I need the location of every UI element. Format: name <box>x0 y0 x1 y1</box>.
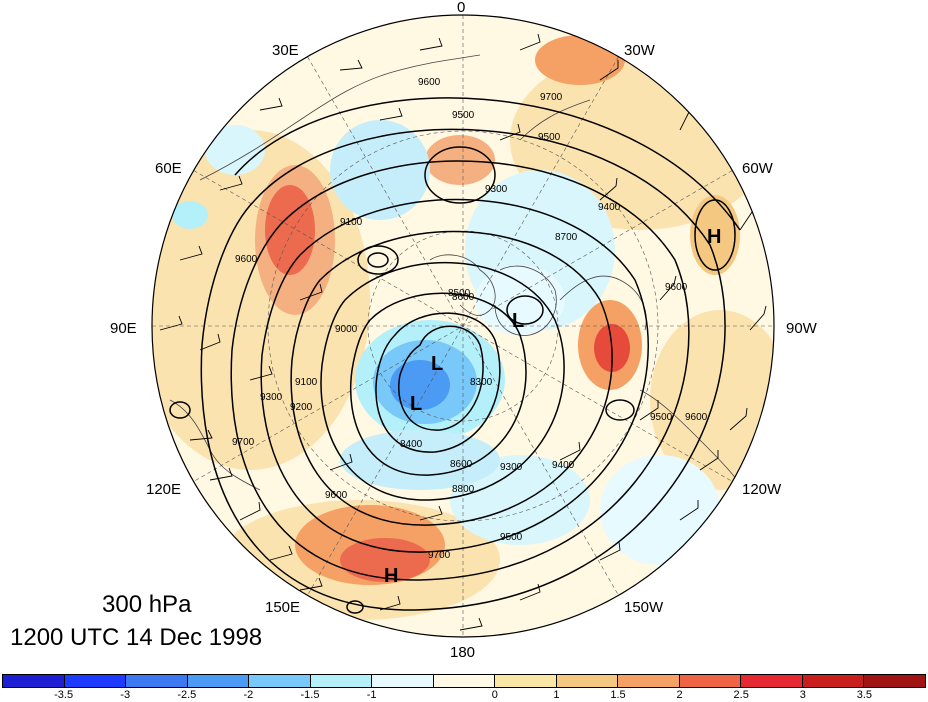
low-center-label: L <box>431 353 443 375</box>
color-scale-cell <box>310 675 373 687</box>
contour-label: 9200 <box>290 402 313 413</box>
high-center-label: H <box>707 226 721 248</box>
color-scale-tick-label: -1 <box>366 689 377 701</box>
height-contours <box>169 97 741 614</box>
color-scale-tick-label: -3 <box>120 689 131 701</box>
color-scale-tick-label: -1.5 <box>300 689 320 701</box>
valid-time-title: 1200 UTC 14 Dec 1998 <box>10 624 263 651</box>
lon-label-30w: 30W <box>624 42 655 59</box>
contour-label: 8600 <box>450 459 473 470</box>
contour-label: 9600 <box>325 490 348 501</box>
lon-label-0: 0 <box>457 0 466 16</box>
lon-label-90e: 90E <box>110 320 137 337</box>
contour-label: 9500 <box>538 132 561 143</box>
color-scale-cell <box>433 675 496 687</box>
contour-label: 9700 <box>540 92 563 103</box>
contour-label: 8800 <box>452 484 475 495</box>
contour-label: 9500 <box>500 532 523 543</box>
lon-label-150w: 150W <box>624 599 664 616</box>
lon-label-30e: 30E <box>272 42 299 59</box>
color-scale-tick-label: -2 <box>243 689 254 701</box>
contour-label: 9300 <box>485 184 508 195</box>
color-scale-cell <box>372 675 434 687</box>
color-scale-cell <box>741 675 803 687</box>
contour-label: 9700 <box>232 437 255 448</box>
color-scale-tick-label: 1.5 <box>610 689 626 701</box>
contour-label: 9700 <box>428 550 451 561</box>
contour-label: 9600 <box>685 412 708 423</box>
wind-barbs <box>159 33 767 631</box>
color-scale-tick-label: 0 <box>491 689 498 701</box>
contour-label: 8700 <box>555 232 578 243</box>
pressure-level-title: 300 hPa <box>102 591 192 618</box>
lon-label-120w: 120W <box>742 481 782 498</box>
contour-label: 9400 <box>598 202 621 213</box>
color-scale-cell <box>64 675 127 687</box>
lon-label-90w: 90W <box>786 320 817 337</box>
contour-label: 9300 <box>500 462 523 473</box>
map-border <box>151 14 775 638</box>
contour-label: 9100 <box>340 217 363 228</box>
color-scale-cell <box>495 675 557 687</box>
color-scale-cell <box>187 675 250 687</box>
color-scale-bar <box>2 674 926 688</box>
lon-label-120e: 120E <box>146 481 182 498</box>
contour-labels: 9600 9500 9500 9300 9100 9400 9700 9600 … <box>232 77 708 561</box>
color-scale-cell <box>3 675 65 687</box>
pressure-centers: H L L L H <box>384 226 721 587</box>
contour-label: 9000 <box>335 324 358 335</box>
contour-label: 8500 <box>448 288 471 299</box>
contour-label: 8300 <box>470 377 493 388</box>
contour-label: 8600 <box>452 292 475 303</box>
color-scale-cell <box>864 675 925 687</box>
high-center-label: H <box>384 565 398 587</box>
color-scale-tick-label: -2.5 <box>177 689 197 701</box>
low-center-label: L <box>512 310 524 332</box>
color-scale-cell <box>679 675 742 687</box>
contour-label: 9500 <box>452 110 475 121</box>
color-scale-cell <box>126 675 188 687</box>
lon-label-60w: 60W <box>742 160 773 177</box>
color-scale-tick-label: -3.5 <box>54 689 74 701</box>
color-scale-tick-label: 3 <box>799 689 806 701</box>
low-center-label: L <box>410 393 422 415</box>
color-scale-cell <box>802 675 865 687</box>
contour-label: 9600 <box>418 77 441 88</box>
contour-label: 9500 <box>650 412 673 423</box>
color-scale-tick-label: 2.5 <box>733 689 749 701</box>
contour-label: 9300 <box>260 392 283 403</box>
color-scale-tick-label: 1 <box>553 689 560 701</box>
color-scale-cell <box>618 675 680 687</box>
contour-label: 9400 <box>552 460 575 471</box>
lon-label-150e: 150E <box>265 599 301 616</box>
contour-label: 9100 <box>295 377 318 388</box>
color-scale-tick-label: 2 <box>676 689 683 701</box>
color-scale-cell <box>556 675 619 687</box>
color-scale-tick-label: 3.5 <box>856 689 873 701</box>
color-scale-cell <box>249 675 311 687</box>
contour-label: 9600 <box>665 282 688 293</box>
lon-label-60e: 60E <box>155 160 182 177</box>
lon-label-180: 180 <box>450 644 476 661</box>
contour-label: 8400 <box>400 439 423 450</box>
contour-label: 9600 <box>235 254 258 265</box>
